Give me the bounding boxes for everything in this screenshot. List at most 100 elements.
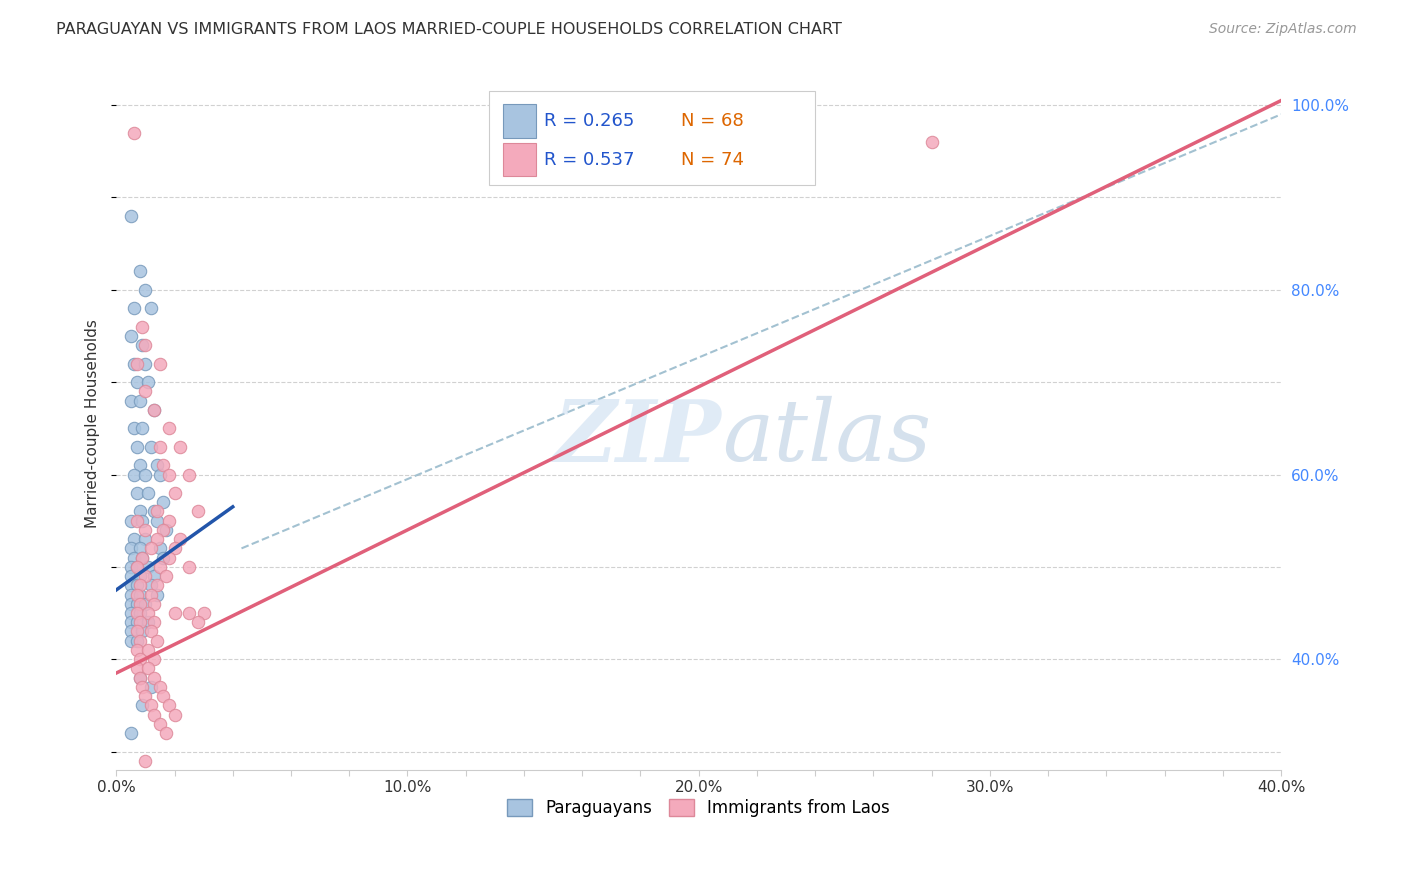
Point [146, 514, 169, 528]
Point [155, 523, 177, 537]
Point [141, 698, 163, 713]
Point [134, 384, 156, 399]
Point [122, 126, 145, 140]
Point [131, 514, 153, 528]
Point [152, 495, 174, 509]
Point [128, 569, 150, 583]
Point [122, 550, 145, 565]
Point [125, 559, 148, 574]
Point [131, 550, 153, 565]
Text: R = 0.265: R = 0.265 [544, 112, 634, 130]
Point [134, 597, 156, 611]
Point [157, 421, 180, 435]
Point [157, 698, 180, 713]
Point [193, 606, 215, 620]
Point [149, 541, 172, 556]
Point [120, 393, 142, 408]
Point [128, 597, 150, 611]
Point [149, 680, 172, 694]
Point [141, 588, 163, 602]
Point [136, 375, 159, 389]
Point [125, 661, 148, 675]
Point [177, 606, 200, 620]
Point [122, 301, 145, 316]
Point [125, 486, 148, 500]
Point [157, 514, 180, 528]
Point [169, 532, 191, 546]
Point [125, 606, 148, 620]
Point [120, 615, 142, 630]
Point [131, 680, 153, 694]
Point [146, 458, 169, 473]
Point [141, 440, 163, 454]
Point [143, 402, 166, 417]
Point [120, 597, 142, 611]
Text: ZIP: ZIP [554, 396, 723, 479]
Point [136, 643, 159, 657]
Point [143, 707, 166, 722]
Point [187, 504, 209, 518]
Point [177, 559, 200, 574]
Point [122, 532, 145, 546]
Point [134, 467, 156, 482]
Point [120, 541, 142, 556]
Point [163, 707, 186, 722]
Point [143, 597, 166, 611]
Point [128, 588, 150, 602]
Point [149, 357, 172, 371]
Point [131, 698, 153, 713]
Point [128, 504, 150, 518]
Point [120, 578, 142, 592]
Legend: Paraguayans, Immigrants from Laos: Paraguayans, Immigrants from Laos [501, 792, 897, 824]
Point [146, 588, 169, 602]
Point [131, 550, 153, 565]
Point [122, 467, 145, 482]
Text: PARAGUAYAN VS IMMIGRANTS FROM LAOS MARRIED-COUPLE HOUSEHOLDS CORRELATION CHART: PARAGUAYAN VS IMMIGRANTS FROM LAOS MARRI… [56, 22, 842, 37]
Point [120, 606, 142, 620]
Point [134, 569, 156, 583]
Point [146, 504, 169, 518]
Point [136, 559, 159, 574]
Point [128, 541, 150, 556]
Point [177, 467, 200, 482]
Point [134, 689, 156, 703]
Point [128, 633, 150, 648]
FancyBboxPatch shape [503, 104, 536, 137]
Point [131, 421, 153, 435]
Point [146, 578, 169, 592]
Point [157, 467, 180, 482]
Point [128, 615, 150, 630]
Point [141, 624, 163, 639]
Point [128, 671, 150, 685]
Point [143, 671, 166, 685]
Point [134, 283, 156, 297]
Text: R = 0.537: R = 0.537 [544, 151, 634, 169]
Text: Source: ZipAtlas.com: Source: ZipAtlas.com [1209, 22, 1357, 37]
Point [128, 264, 150, 278]
Point [131, 338, 153, 352]
Point [122, 421, 145, 435]
Point [134, 357, 156, 371]
Point [128, 578, 150, 592]
Point [143, 615, 166, 630]
Point [125, 357, 148, 371]
Point [120, 559, 142, 574]
Point [141, 680, 163, 694]
Text: N = 68: N = 68 [682, 112, 744, 130]
Point [134, 523, 156, 537]
Point [128, 393, 150, 408]
Point [187, 615, 209, 630]
Point [155, 726, 177, 740]
Point [136, 661, 159, 675]
Point [141, 541, 163, 556]
Point [152, 689, 174, 703]
Point [143, 652, 166, 666]
Point [143, 504, 166, 518]
Point [125, 633, 148, 648]
Point [120, 726, 142, 740]
Point [149, 559, 172, 574]
Point [141, 578, 163, 592]
Point [146, 532, 169, 546]
Y-axis label: Married-couple Households: Married-couple Households [86, 319, 100, 528]
Point [152, 458, 174, 473]
